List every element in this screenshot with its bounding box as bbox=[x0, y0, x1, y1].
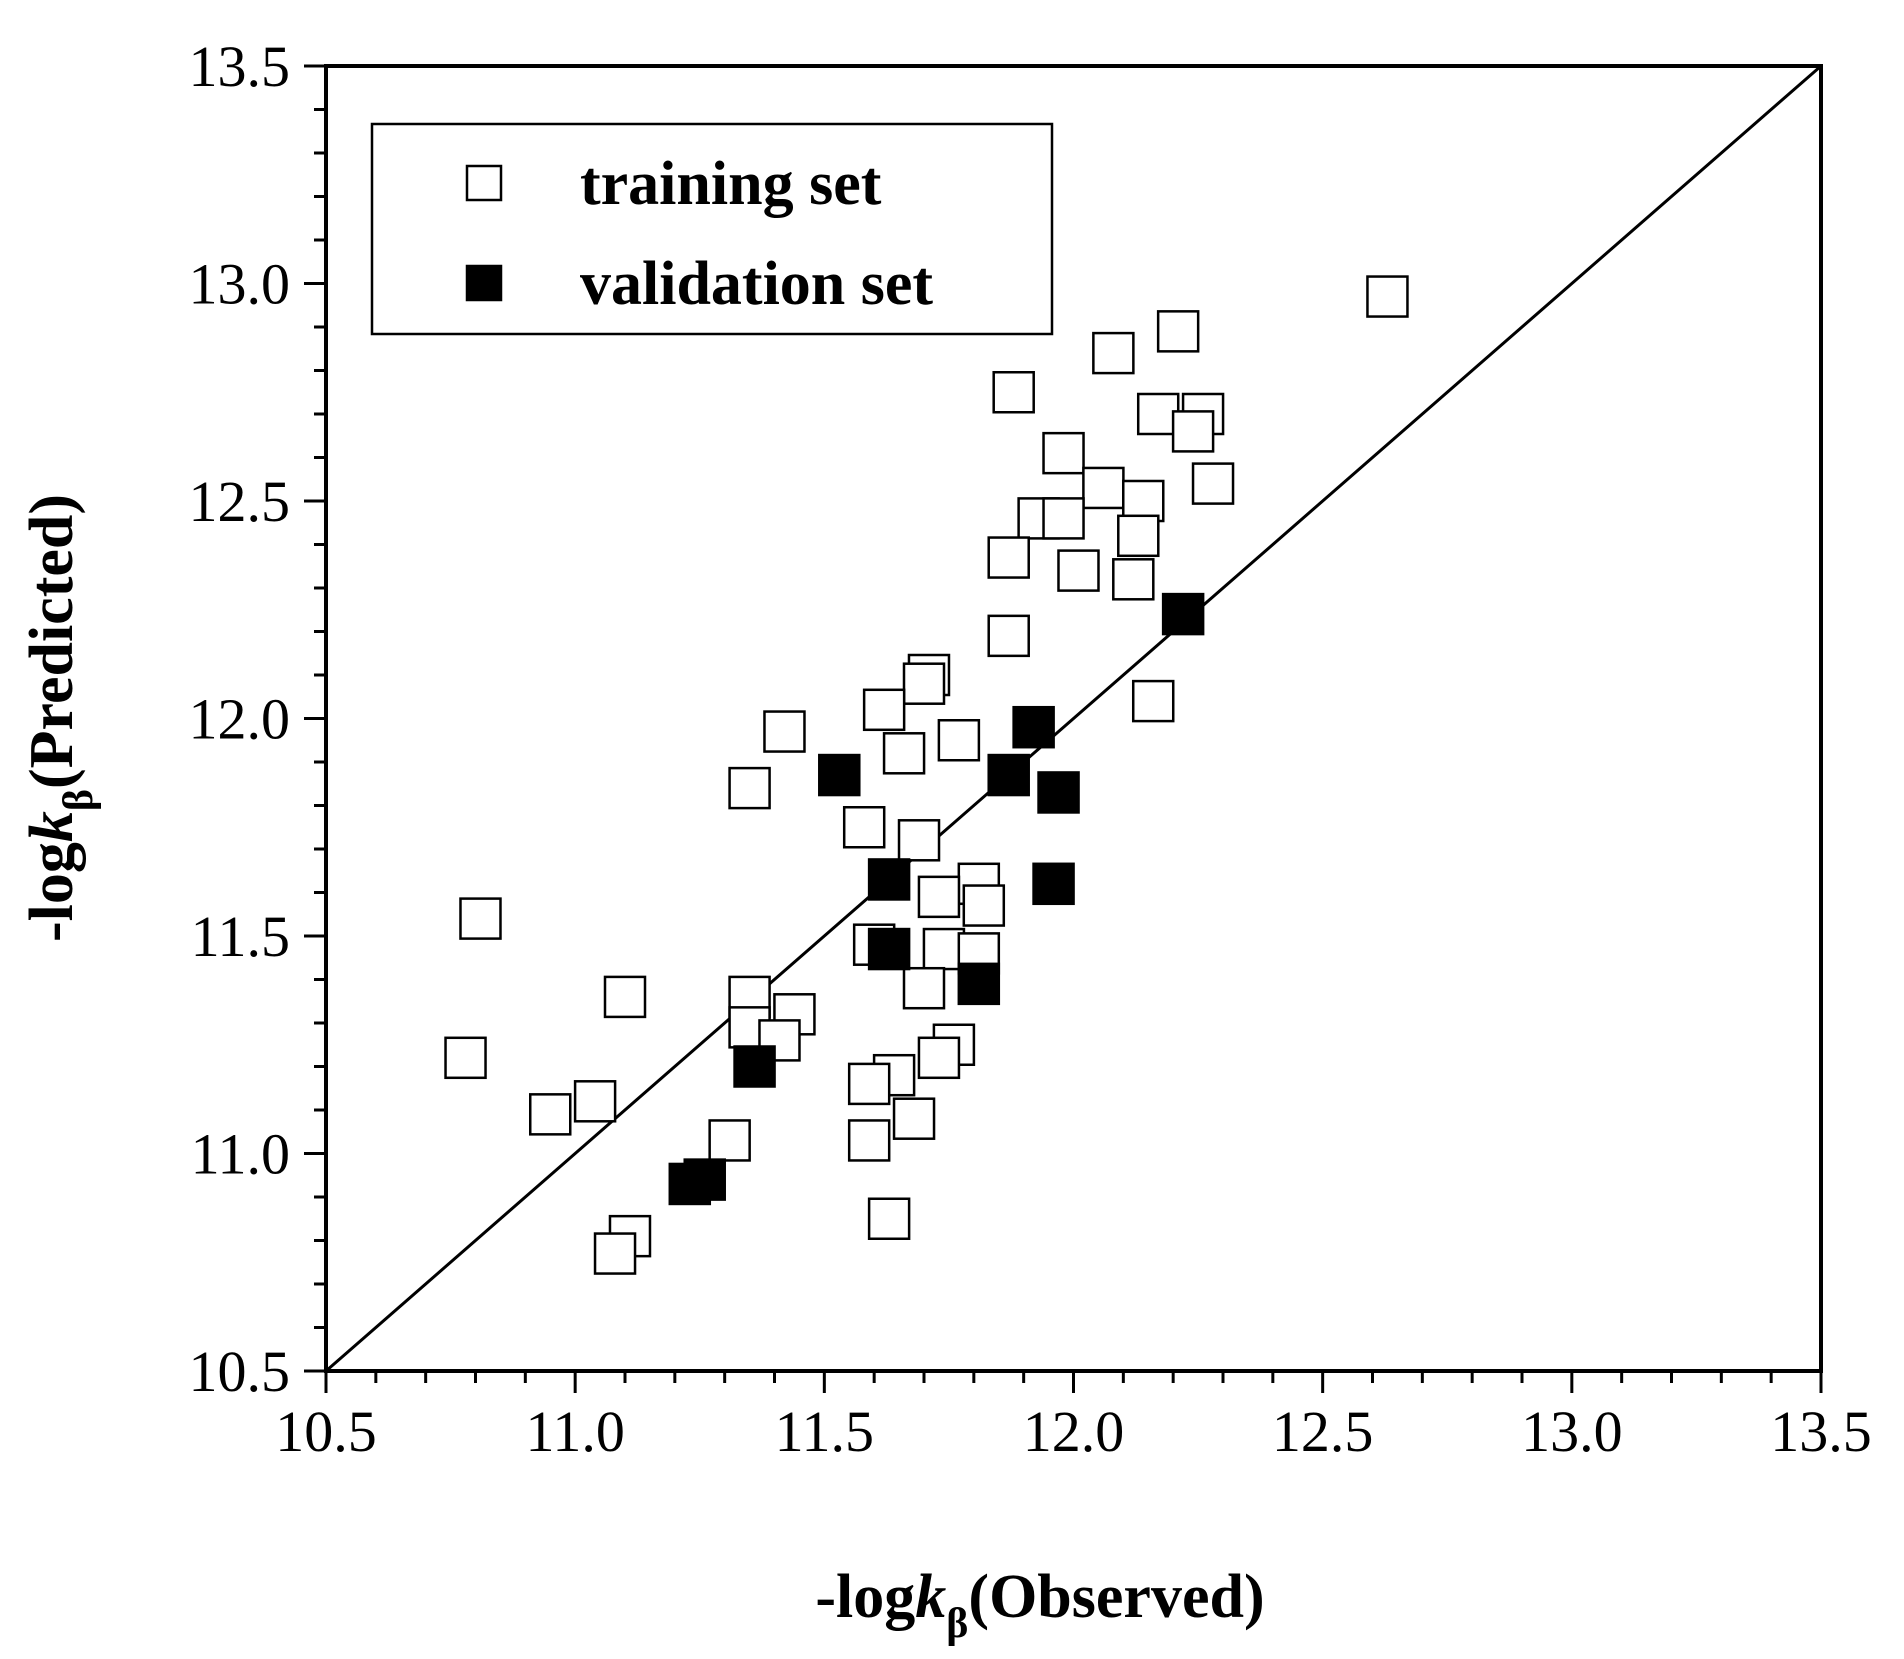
training-point bbox=[763, 710, 806, 753]
y-tick-label: 10.5 bbox=[189, 1339, 291, 1404]
x-tick-label: 10.5 bbox=[275, 1399, 377, 1464]
training-point bbox=[992, 371, 1035, 414]
training-point bbox=[987, 536, 1030, 579]
validation-point bbox=[668, 1162, 712, 1206]
training-point bbox=[917, 875, 961, 919]
legend-validation-label: validation set bbox=[580, 250, 933, 318]
legend-training-marker bbox=[465, 164, 503, 202]
training-point bbox=[529, 1093, 572, 1136]
training-point bbox=[902, 966, 946, 1010]
y-tick-label: 11.0 bbox=[191, 1122, 290, 1187]
y-tick-label: 13.0 bbox=[189, 252, 291, 317]
training-point bbox=[603, 975, 647, 1019]
validation-point bbox=[1032, 862, 1075, 906]
training-point bbox=[847, 1119, 891, 1162]
validation-point bbox=[1161, 592, 1205, 636]
training-point bbox=[593, 1232, 637, 1275]
training-point bbox=[1131, 679, 1175, 723]
validation-point bbox=[733, 1045, 776, 1088]
training-point bbox=[1057, 549, 1100, 592]
points-layer bbox=[444, 275, 1409, 1275]
training-point bbox=[902, 662, 946, 705]
training-point bbox=[1366, 275, 1409, 318]
training-point bbox=[892, 1097, 936, 1140]
validation-point bbox=[818, 753, 861, 797]
training-point bbox=[1117, 514, 1160, 558]
training-point bbox=[937, 719, 981, 762]
validation-point bbox=[987, 753, 1030, 797]
training-point bbox=[1191, 462, 1235, 505]
training-point bbox=[842, 806, 886, 849]
plot-layer bbox=[325, 64, 1822, 1373]
legend: training set validation set bbox=[370, 122, 1054, 336]
training-point bbox=[1042, 431, 1085, 475]
training-point bbox=[867, 1197, 911, 1240]
training-point bbox=[708, 1119, 751, 1162]
training-point bbox=[573, 1080, 617, 1123]
training-point bbox=[728, 766, 771, 810]
training-point bbox=[459, 897, 502, 940]
training-point bbox=[1042, 497, 1085, 540]
y-tick-label: 12.5 bbox=[189, 469, 291, 534]
training-point bbox=[962, 884, 1006, 927]
y-tick-label: 12.0 bbox=[189, 687, 291, 752]
training-point bbox=[1082, 466, 1125, 510]
y-axis-title: -logkβ(Predicted) bbox=[18, 494, 102, 942]
training-point bbox=[882, 732, 926, 775]
training-point bbox=[917, 1036, 961, 1080]
legend-validation-marker bbox=[465, 264, 503, 302]
x-tick-label: 13.5 bbox=[1770, 1399, 1872, 1464]
validation-point bbox=[867, 927, 911, 971]
ticks-layer: 10.5 11.0 11.5 12.0 12.5 13.0 13.5 10.5 11.0 11.5… bbox=[189, 34, 1872, 1464]
training-point bbox=[1122, 479, 1165, 523]
y-tick-label: 13.5 bbox=[189, 34, 291, 99]
plot-frame bbox=[324, 64, 1823, 1373]
training-point bbox=[1171, 410, 1215, 453]
validation-point bbox=[957, 962, 1001, 1006]
reference-line bbox=[325, 64, 1822, 1373]
x-tick-label: 11.0 bbox=[525, 1399, 624, 1464]
training-point bbox=[897, 819, 941, 862]
training-point bbox=[1156, 310, 1200, 353]
training-point bbox=[444, 1036, 487, 1080]
x-tick-label: 12.5 bbox=[1272, 1399, 1374, 1464]
training-point bbox=[1112, 558, 1155, 601]
x-tick-label: 13.0 bbox=[1521, 1399, 1623, 1464]
training-point bbox=[987, 614, 1030, 658]
validation-point bbox=[1037, 771, 1080, 814]
legend-training-label: training set bbox=[580, 150, 882, 218]
y-tick-label: 11.5 bbox=[191, 904, 290, 969]
x-tick-label: 11.5 bbox=[775, 1399, 874, 1464]
validation-point bbox=[1012, 705, 1055, 749]
training-point bbox=[1092, 331, 1135, 375]
training-point bbox=[847, 1062, 891, 1106]
training-point bbox=[862, 688, 906, 732]
validation-point bbox=[867, 858, 911, 901]
x-axis-title: -logkβ(Observed) bbox=[815, 1563, 1264, 1647]
x-tick-label: 12.0 bbox=[1023, 1399, 1125, 1464]
